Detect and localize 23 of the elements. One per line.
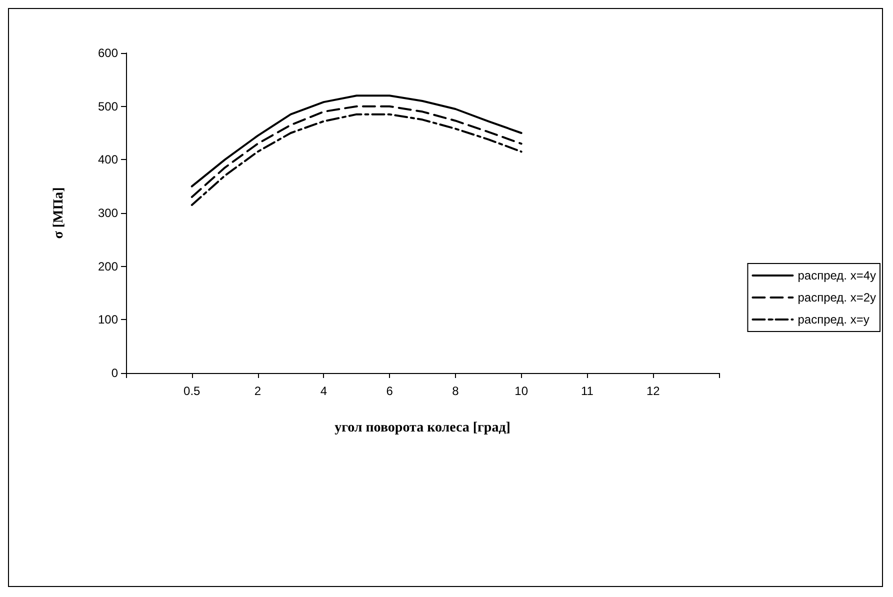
line-series	[190, 94, 522, 188]
y-tick-label: 600	[98, 46, 118, 60]
y-tick-label: 0	[111, 366, 118, 380]
x-tick-label: 2	[254, 384, 262, 398]
legend-label: распред. x=y	[798, 312, 870, 326]
legend-label: распред. x=2y	[798, 290, 876, 304]
x-tick-label: 11	[580, 384, 594, 398]
y-axis-title: σ [МПа]	[52, 187, 66, 239]
y-tick-label: 200	[98, 259, 118, 274]
legend-label: распред. x=4y	[798, 268, 876, 282]
line-series	[190, 105, 522, 198]
x-axis-title: угол поворота колеса [град]	[334, 420, 510, 436]
x-tick-label: 4	[320, 384, 328, 398]
y-tick-label: 500	[98, 99, 118, 114]
x-tick-label: 8	[452, 384, 460, 398]
x-tick-label: 6	[386, 384, 394, 398]
y-tick-label: 400	[98, 152, 118, 167]
line-series	[190, 113, 522, 206]
y-tick-label: 100	[98, 312, 118, 327]
y-tick-label: 300	[98, 206, 118, 220]
x-tick-label: 0.5	[184, 384, 201, 398]
x-tick-label: 12	[646, 384, 660, 398]
x-tick-label: 10	[514, 384, 528, 398]
